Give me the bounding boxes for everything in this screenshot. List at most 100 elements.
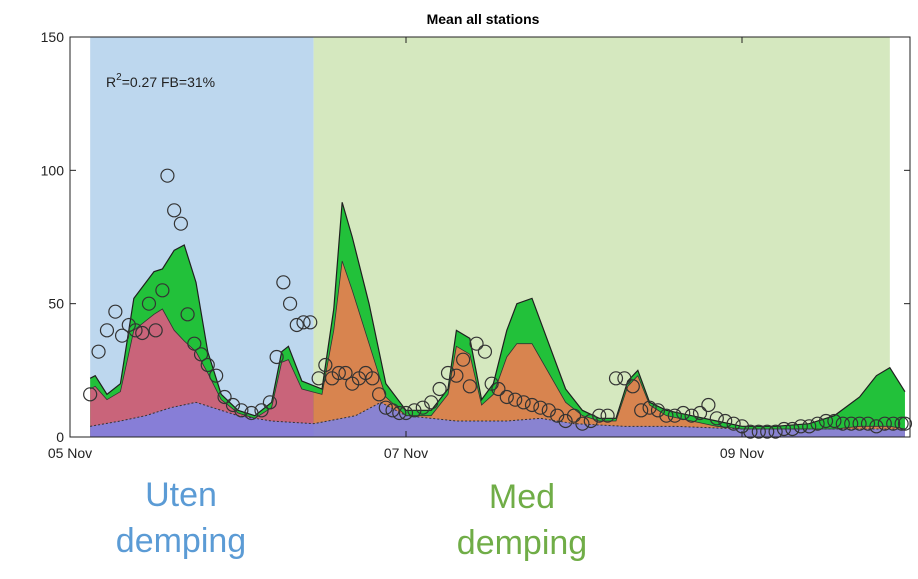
observed-point [550, 408, 565, 423]
observed-point [269, 349, 284, 365]
observed-point [415, 400, 430, 415]
observed-point [469, 336, 484, 351]
observed-point [583, 413, 598, 429]
area-base [90, 402, 905, 437]
period-bands [90, 37, 890, 427]
observed-point [718, 413, 733, 429]
observed-point [575, 416, 590, 431]
observed-point [385, 403, 400, 418]
observed-point [751, 424, 766, 439]
observed-point [684, 408, 699, 423]
stat-prefix: R [106, 74, 116, 90]
plot-frame [69, 36, 911, 438]
observed-point [785, 421, 800, 437]
observed-point [743, 424, 758, 439]
caption-left-line-2: demping [115, 522, 247, 560]
observed-point [524, 397, 540, 413]
observed-point [692, 405, 708, 421]
observed-point [477, 344, 493, 359]
y-tick-label: 150 [41, 29, 65, 45]
observed-point [303, 315, 318, 330]
observed-point [83, 387, 98, 402]
observed-point [296, 315, 311, 330]
y-tick-label: 100 [41, 162, 65, 178]
area-middle-after [313, 261, 905, 437]
observed-point [234, 403, 249, 418]
observed-point [338, 365, 353, 381]
caption-right-line-1: Med [488, 478, 556, 516]
observed-point [193, 347, 209, 362]
observed-point [818, 413, 834, 429]
observed-point [558, 413, 573, 429]
observed-point [135, 325, 150, 341]
observed-point [262, 395, 278, 410]
caption-left-line-1: Uten [145, 476, 217, 514]
observed-point [726, 416, 741, 431]
caption-right-line-2: demping [456, 524, 588, 562]
observed-point [407, 403, 422, 418]
observed-point [897, 416, 913, 431]
observed-point [508, 392, 523, 407]
observed-point [667, 408, 682, 423]
observed-point [160, 168, 175, 183]
observed-point [827, 413, 842, 429]
observed-point [810, 416, 825, 431]
observed-point [217, 389, 232, 405]
observed-point [776, 421, 792, 437]
observed-point [760, 424, 775, 439]
observed-point [709, 411, 724, 426]
observed-point [869, 419, 884, 434]
observed-point [659, 408, 674, 423]
area-layers [89, 202, 906, 437]
observed-point [516, 395, 531, 410]
x-tick-label: 07 Nov [384, 445, 428, 461]
observed-point [254, 403, 269, 418]
observed-point [398, 405, 414, 421]
observed-point [392, 405, 407, 421]
area-middle-before [90, 309, 314, 437]
observed-point [432, 381, 447, 397]
observed-point [91, 344, 106, 359]
observed-point [282, 296, 298, 311]
y-tick-label: 0 [56, 429, 64, 445]
observed-point [600, 408, 615, 423]
axes: 0 50 100 150 05 Nov 07 Nov 09 Nov [41, 29, 910, 461]
observed-point [533, 400, 548, 415]
observed-point [642, 400, 657, 415]
observed-point [200, 357, 215, 373]
observed-point [449, 368, 464, 383]
chart-title: Mean all stations [427, 11, 540, 27]
observed-point [860, 416, 876, 431]
observed-point [462, 379, 477, 394]
observed-point [676, 405, 691, 421]
stat-suffix: =0.27 FB=31% [122, 74, 215, 90]
observed-point [701, 397, 716, 413]
stat-sup: 2 [116, 72, 122, 83]
caption-med-demping: Med demping [432, 474, 612, 566]
observed-point [835, 416, 850, 431]
observed-point [378, 400, 393, 415]
observed-point [456, 352, 471, 367]
x-tick-label: 05 Nov [48, 445, 92, 461]
observed-point [244, 405, 259, 421]
observed-point [852, 416, 867, 431]
observed-point [180, 307, 195, 322]
observed-point [99, 323, 115, 338]
line-middle [89, 260, 906, 430]
observed-point [566, 408, 582, 423]
line-total [89, 202, 906, 427]
observed-point [802, 419, 817, 434]
observed-point [155, 283, 170, 298]
observed-point [793, 419, 808, 434]
observed-point [894, 416, 909, 431]
observed-point [499, 389, 514, 405]
observed-point [148, 323, 163, 338]
observed-point [634, 403, 649, 418]
observed-point [592, 408, 607, 423]
observed-point [768, 424, 783, 439]
observed-point [225, 397, 241, 413]
observed-point [209, 368, 224, 383]
observed-point [440, 365, 456, 381]
observed-point [173, 216, 188, 231]
